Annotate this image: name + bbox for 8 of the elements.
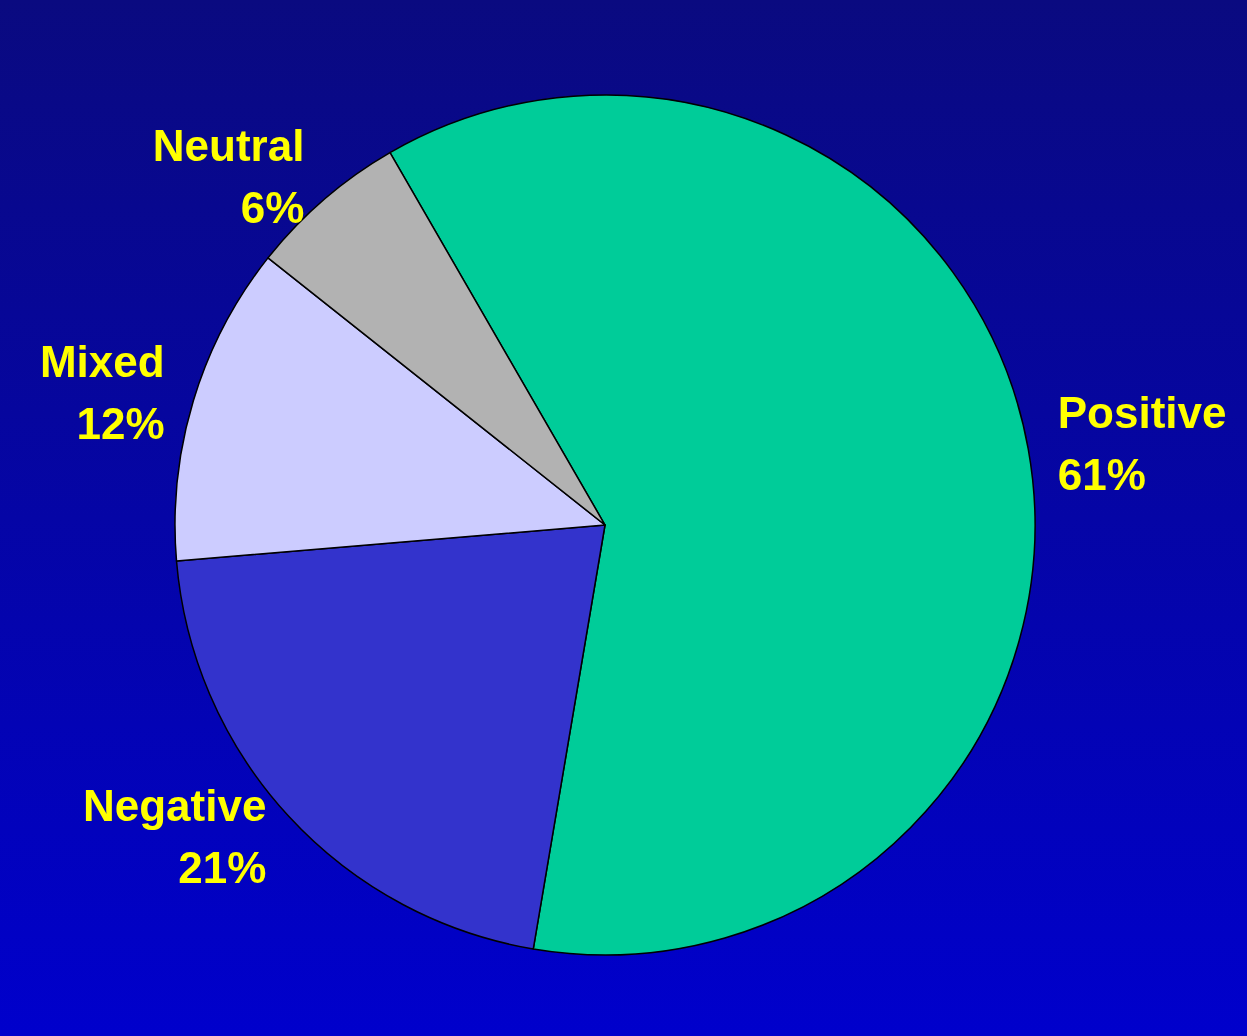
data-label: 61% — [1057, 450, 1146, 500]
data-label: 21% — [178, 842, 267, 892]
slice-label: Positive — [1057, 388, 1227, 438]
slice-label: Neutral — [152, 121, 305, 171]
slice-label: Negative — [82, 780, 267, 830]
slice-label: Mixed — [39, 336, 165, 386]
data-label: 12% — [76, 398, 165, 448]
data-label: 6% — [240, 183, 305, 233]
